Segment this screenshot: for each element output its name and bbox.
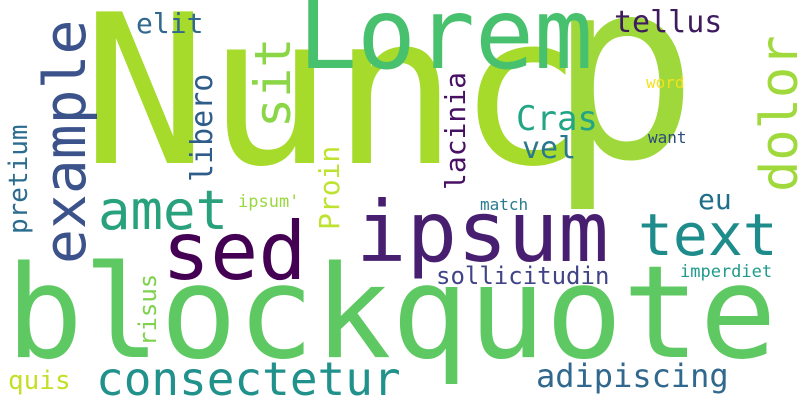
word-eu: eu (698, 183, 732, 216)
word-imperdiet: imperdiet (680, 262, 773, 282)
word-libero: libero (185, 73, 220, 182)
word-tellus: tellus (614, 5, 723, 40)
word-blockquote: blockquote (6, 239, 777, 388)
word-proin: Proin (313, 145, 346, 230)
word-nunc: Nunc (82, 0, 583, 213)
word-sit: sit (244, 37, 302, 128)
word-lorem: Lorem (298, 0, 594, 92)
word-p: p (548, 0, 699, 216)
word-ipsum-quote: ipsum' (238, 192, 300, 212)
word-dolor: dolor (750, 35, 800, 192)
word-example: example (31, 19, 99, 264)
word-pretium: pretium (4, 124, 34, 234)
word-text: text (638, 201, 778, 269)
word-sed: sed (162, 205, 307, 298)
word-lacinia: lacinia (439, 71, 472, 190)
word-cras: Cras (516, 99, 598, 139)
word-elit: elit (136, 7, 204, 40)
word-match: match (480, 195, 529, 214)
word-adipiscing: adipiscing (536, 357, 729, 395)
word-want: want (648, 128, 687, 147)
word-vel: vel (522, 131, 577, 166)
word-word: word (646, 73, 685, 92)
word-sollicitudin: sollicitudin (436, 262, 610, 290)
word-risus: risus (134, 273, 162, 346)
word-amet: amet (98, 179, 229, 242)
word-quis: quis (8, 366, 71, 396)
word-ipsum: ipsum (356, 183, 609, 281)
word-consectetur: consectetur (96, 352, 401, 400)
